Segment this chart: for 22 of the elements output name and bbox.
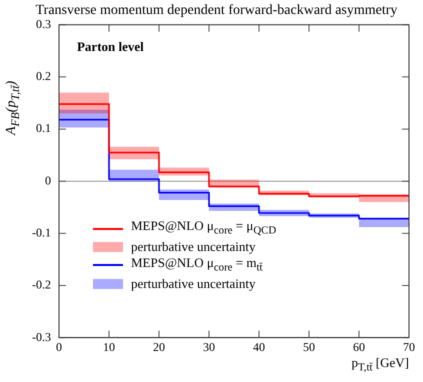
x-tick-label: 20	[152, 340, 165, 354]
y-tick-label: -0.2	[32, 278, 51, 292]
x-tick-label: 10	[102, 340, 115, 354]
annotation: perturbative uncertainty	[130, 276, 256, 292]
annotation: perturbative uncertainty	[130, 239, 256, 256]
x-tick-label: 40	[253, 340, 265, 354]
x-tick-label: 30	[203, 340, 215, 354]
y-tick-label: 0.1	[36, 121, 51, 136]
legend-label: MEPS@NLO μ$_{core}$ = μ$_{QCD}$	[130, 218, 276, 240]
y-tick-label: 0.3	[36, 16, 51, 31]
x-tick-label: 0	[56, 340, 62, 354]
annotation: Parton level	[76, 38, 144, 55]
legend-label: MEPS@NLO μ$_{core}$ = m$_{tt̄}$	[130, 255, 262, 276]
y-tick-label: -0.1	[32, 225, 51, 240]
x-tick-label: 70	[403, 340, 415, 354]
x-tick-label: 60	[353, 340, 365, 354]
x-axis-title: p$_{T,tt̄}$ [GeV]	[351, 354, 409, 374]
chart-title: Transverse momentum dependent forward-backward asymmetry	[36, 3, 398, 18]
x-tick-label: 50	[303, 340, 315, 354]
y-tick-label: -0.3	[32, 330, 51, 344]
y-tick-label: 0	[44, 173, 51, 188]
y-tick-label: 0.2	[36, 69, 51, 84]
